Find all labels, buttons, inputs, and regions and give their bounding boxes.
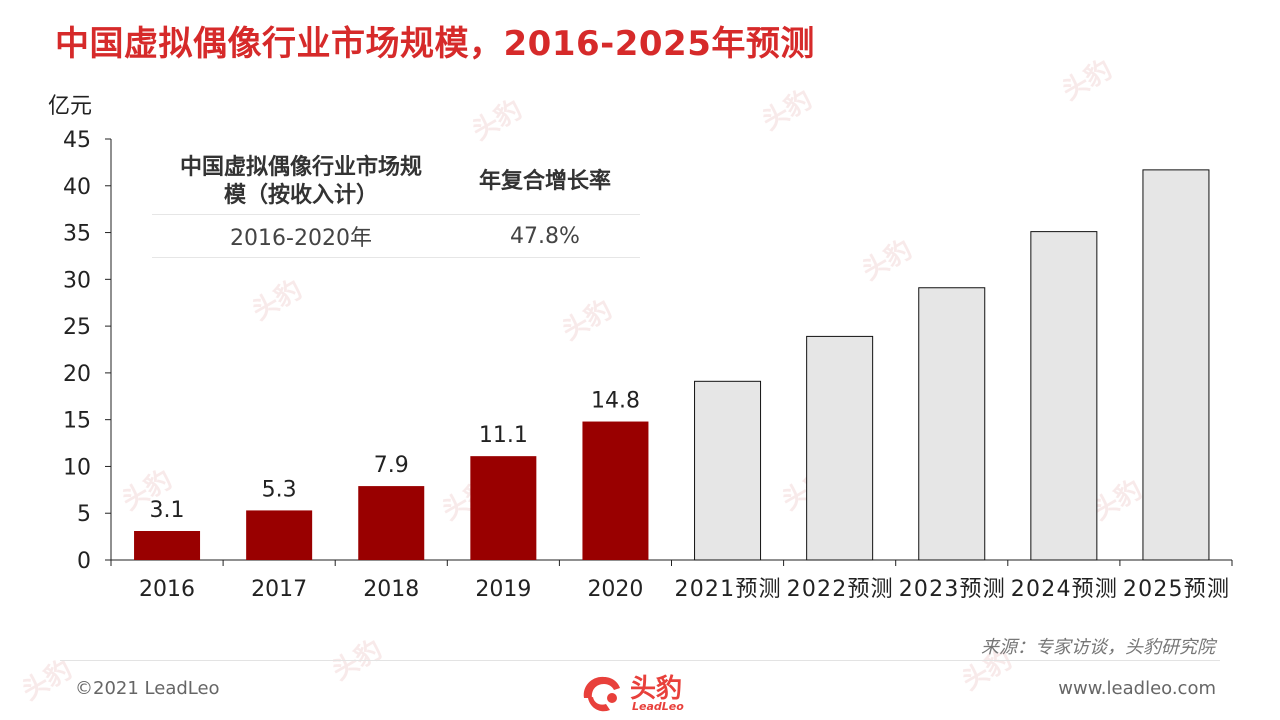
x-category-label: 2023预测	[899, 577, 1005, 602]
y-tick-label: 15	[63, 409, 91, 434]
forecast-bar	[806, 335, 874, 561]
copyright-text: ©2021 LeadLeo	[75, 678, 220, 699]
x-category-label: 2024预测	[1011, 577, 1117, 602]
source-note: 来源：专家访谈，头豹研究院	[981, 637, 1215, 658]
y-tick-label: 20	[63, 362, 91, 387]
website-link[interactable]: www.leadleo.com	[1058, 678, 1216, 699]
leadleo-logo: 头豹 LeadLeo	[578, 664, 708, 720]
y-tick-label: 35	[63, 222, 91, 247]
leopard-head-icon	[583, 676, 620, 712]
y-tick-label: 5	[77, 502, 91, 527]
watermark-logo: 头豹	[17, 654, 78, 707]
actual-bar	[358, 486, 425, 560]
actual-bar	[470, 456, 537, 560]
cagr-rate: 47.8%	[510, 223, 580, 249]
x-category-label: 2016	[139, 577, 195, 602]
bar-value-label: 5.3	[262, 477, 297, 502]
forecast-bar	[1142, 169, 1210, 561]
forecast-bar	[918, 287, 986, 561]
cagr-table-row: 2016-2020年 47.8%	[152, 215, 640, 258]
bar-value-label: 11.1	[479, 423, 528, 448]
x-category-label: 2022预测	[787, 577, 893, 602]
actual-bar	[582, 421, 649, 560]
cagr-table-header: 中国虚拟偶像行业市场规模（按收入计） 年复合增长率	[152, 150, 640, 215]
actual-bar	[246, 510, 313, 560]
y-axis-unit-label: 亿元	[48, 94, 93, 119]
x-category-label: 2020	[587, 577, 643, 602]
y-tick-label: 40	[63, 175, 91, 200]
y-tick-label: 25	[63, 315, 91, 340]
bar-chart: 0 5 10 15 20 25 30 35 40 45 3.1 2016 5.3 2017 7.9 2018 1…	[63, 128, 1233, 602]
forecast-bar	[694, 380, 762, 561]
logo-subtext: LeadLeo	[632, 700, 684, 713]
y-tick-label: 0	[77, 549, 91, 574]
x-category-label: 2025预测	[1123, 577, 1229, 602]
x-category-label: 2017	[251, 577, 307, 602]
logo-text: 头豹	[630, 674, 683, 704]
y-tick-label: 45	[63, 128, 91, 153]
actual-bar	[134, 530, 201, 560]
y-tick-label: 30	[63, 268, 91, 293]
bar-value-label: 7.9	[374, 453, 409, 478]
bar-value-label: 3.1	[150, 498, 185, 523]
page-title: 中国虚拟偶像行业市场规模，2016-2025年预测	[55, 24, 815, 64]
cagr-period: 2016-2020年	[230, 226, 372, 251]
cagr-col1-header: 中国虚拟偶像行业市场规模（按收入计）	[179, 155, 422, 208]
cagr-table: 中国虚拟偶像行业市场规模（按收入计） 年复合增长率 2016-2020年 47.…	[152, 150, 640, 258]
x-category-label: 2021预测	[675, 577, 781, 602]
bar-value-label: 14.8	[591, 389, 640, 414]
cagr-col2-header: 年复合增长率	[478, 169, 611, 194]
x-category-label: 2018	[363, 577, 419, 602]
y-tick-label: 10	[63, 455, 91, 480]
footer-divider	[60, 660, 1220, 661]
x-category-label: 2019	[475, 577, 531, 602]
forecast-bar	[1030, 231, 1098, 561]
